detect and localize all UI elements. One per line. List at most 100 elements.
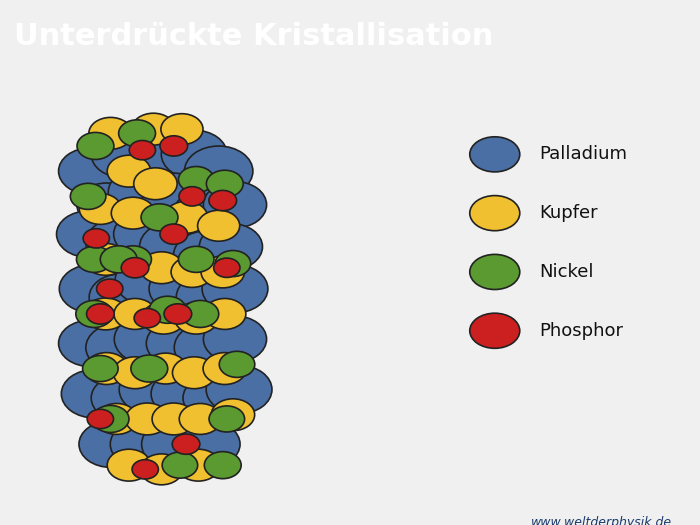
Ellipse shape <box>215 250 251 277</box>
Ellipse shape <box>141 454 183 485</box>
Ellipse shape <box>59 148 122 194</box>
Ellipse shape <box>141 204 178 231</box>
Ellipse shape <box>174 189 239 237</box>
Ellipse shape <box>91 131 155 177</box>
Ellipse shape <box>84 244 127 275</box>
Ellipse shape <box>176 272 245 322</box>
Ellipse shape <box>172 357 216 388</box>
Ellipse shape <box>121 258 149 278</box>
Ellipse shape <box>204 316 267 362</box>
Ellipse shape <box>134 309 160 328</box>
Ellipse shape <box>199 224 262 270</box>
Ellipse shape <box>140 252 183 284</box>
Ellipse shape <box>59 320 122 366</box>
Ellipse shape <box>149 265 215 313</box>
Ellipse shape <box>57 211 120 257</box>
Ellipse shape <box>174 302 218 334</box>
Ellipse shape <box>178 246 214 272</box>
Ellipse shape <box>107 449 150 481</box>
Ellipse shape <box>91 375 155 421</box>
Ellipse shape <box>209 191 237 211</box>
Ellipse shape <box>206 170 243 197</box>
Ellipse shape <box>79 421 142 467</box>
Ellipse shape <box>83 355 118 382</box>
Ellipse shape <box>76 246 112 272</box>
Ellipse shape <box>89 274 153 320</box>
Ellipse shape <box>125 403 169 435</box>
Ellipse shape <box>86 323 152 372</box>
Ellipse shape <box>139 222 208 272</box>
Ellipse shape <box>203 353 246 384</box>
Ellipse shape <box>111 420 176 468</box>
Ellipse shape <box>164 202 208 233</box>
Ellipse shape <box>62 370 127 418</box>
Ellipse shape <box>179 187 205 206</box>
Ellipse shape <box>86 218 152 267</box>
Ellipse shape <box>146 320 209 366</box>
Ellipse shape <box>470 313 520 348</box>
Ellipse shape <box>130 141 155 160</box>
Ellipse shape <box>174 322 243 373</box>
Ellipse shape <box>219 351 255 377</box>
Ellipse shape <box>84 298 127 330</box>
Ellipse shape <box>174 231 239 279</box>
Ellipse shape <box>96 404 138 434</box>
Ellipse shape <box>132 113 175 145</box>
Ellipse shape <box>160 136 188 156</box>
Ellipse shape <box>113 357 157 388</box>
Ellipse shape <box>171 257 213 287</box>
Ellipse shape <box>114 299 156 329</box>
Ellipse shape <box>142 173 205 219</box>
Ellipse shape <box>145 353 187 384</box>
Text: Phosphor: Phosphor <box>540 322 624 340</box>
Ellipse shape <box>132 138 199 188</box>
Text: www.weltderphysik.de: www.weltderphysik.de <box>531 516 673 525</box>
Ellipse shape <box>89 118 132 149</box>
Ellipse shape <box>149 296 186 323</box>
Ellipse shape <box>97 279 123 298</box>
Ellipse shape <box>115 246 151 273</box>
Ellipse shape <box>131 355 168 382</box>
Ellipse shape <box>141 419 210 469</box>
Ellipse shape <box>100 246 137 273</box>
Ellipse shape <box>108 168 174 216</box>
Ellipse shape <box>77 132 114 160</box>
Ellipse shape <box>197 211 239 241</box>
Ellipse shape <box>92 405 129 433</box>
Ellipse shape <box>202 265 268 313</box>
Text: Nickel: Nickel <box>540 263 594 281</box>
Ellipse shape <box>107 155 150 187</box>
Ellipse shape <box>182 300 218 328</box>
Text: Palladium: Palladium <box>540 145 627 163</box>
Ellipse shape <box>114 314 183 364</box>
Ellipse shape <box>161 130 227 178</box>
Ellipse shape <box>77 183 136 226</box>
Ellipse shape <box>470 255 520 289</box>
Ellipse shape <box>115 255 183 306</box>
Ellipse shape <box>201 256 244 288</box>
Ellipse shape <box>178 166 214 193</box>
Ellipse shape <box>179 404 221 434</box>
Ellipse shape <box>206 365 272 414</box>
Ellipse shape <box>176 449 220 481</box>
Ellipse shape <box>85 353 128 384</box>
Ellipse shape <box>152 403 195 435</box>
Ellipse shape <box>111 197 155 229</box>
Ellipse shape <box>76 300 113 328</box>
Ellipse shape <box>177 421 240 467</box>
Text: Kupfer: Kupfer <box>540 204 598 222</box>
Ellipse shape <box>204 182 267 228</box>
Ellipse shape <box>151 370 217 418</box>
Ellipse shape <box>211 399 255 430</box>
Ellipse shape <box>79 194 121 224</box>
Text: Unterdrückte Kristallisation: Unterdrückte Kristallisation <box>14 22 493 51</box>
Ellipse shape <box>87 304 114 324</box>
Ellipse shape <box>209 406 244 432</box>
Ellipse shape <box>204 299 246 329</box>
Ellipse shape <box>214 258 240 277</box>
Ellipse shape <box>70 183 106 209</box>
Ellipse shape <box>470 196 520 230</box>
Ellipse shape <box>162 452 197 478</box>
Ellipse shape <box>161 114 203 144</box>
Ellipse shape <box>134 168 177 200</box>
